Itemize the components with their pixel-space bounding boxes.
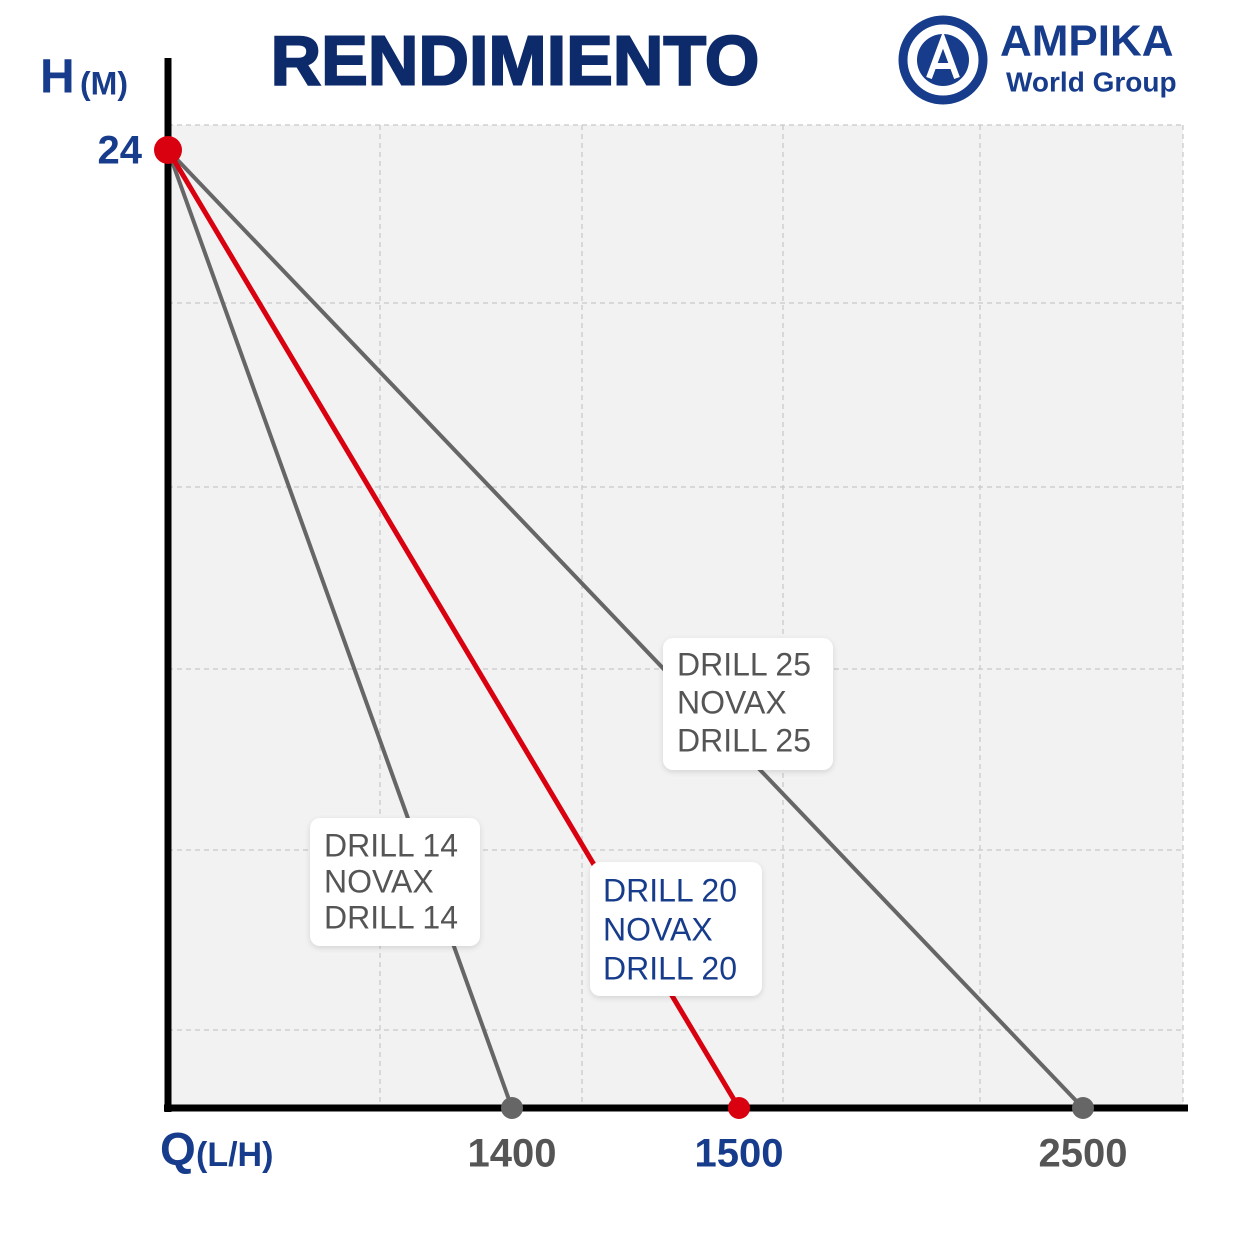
label-drill-14: DRILL 14 NOVAX DRILL 14 [310,818,480,946]
x-axis-unit: (L/H) [196,1136,273,1174]
label-line: DRILL 25 [677,722,811,758]
y-max-label: 24 [98,129,143,173]
label-box [310,818,480,946]
curve-drill-14 [166,149,514,1109]
x-end-label: 1500 [695,1132,784,1176]
curve-drill-25 [166,148,1085,1110]
chart-title: RENDIMIENTO [271,21,760,99]
end-point [501,1097,523,1119]
logo-tagline: World Group [1006,66,1177,97]
label-line: DRILL 14 [324,827,458,863]
logo: AMPIKA World Group [898,15,1177,105]
label-line: NOVAX [677,684,787,720]
label-line: DRILL 20 [603,950,737,986]
logo-name: AMPIKA [1000,17,1174,66]
x-axis-label: Q [160,1123,196,1175]
logo-mark [926,31,960,80]
label-box [590,862,762,996]
end-point [1072,1097,1094,1119]
start-point [154,136,182,164]
x-end-label: 2500 [1039,1132,1128,1176]
end-point [728,1097,750,1119]
label-line: NOVAX [603,911,713,947]
logo-ring [898,15,988,105]
label-box [663,638,833,770]
label-line: DRILL 14 [324,899,458,935]
label-line: NOVAX [324,863,434,899]
label-drill-20: DRILL 20 NOVAX DRILL 20 [590,862,762,996]
y-axis-unit: (M) [80,65,128,101]
label-drill-25: DRILL 25 NOVAX DRILL 25 [663,638,833,770]
x-end-label: 1400 [468,1132,557,1176]
y-axis-label: H [40,51,75,104]
label-line: DRILL 20 [603,872,737,908]
label-line: DRILL 25 [677,646,811,682]
